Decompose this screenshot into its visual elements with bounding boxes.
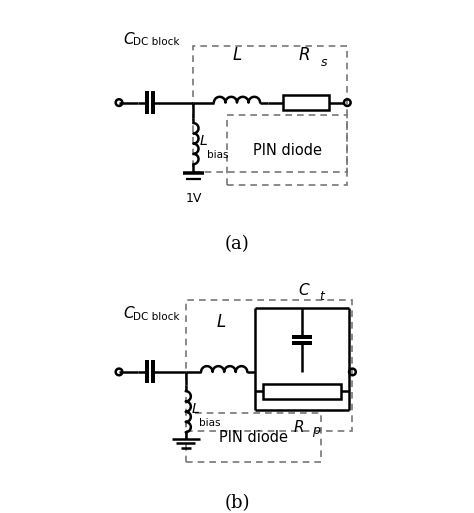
Text: (a): (a) xyxy=(225,234,249,253)
Text: bias: bias xyxy=(199,418,220,428)
Bar xyxy=(227,115,347,185)
Text: DC block: DC block xyxy=(133,311,180,322)
Text: $L$: $L$ xyxy=(217,314,227,331)
Text: bias: bias xyxy=(207,150,228,160)
Text: PIN diode: PIN diode xyxy=(253,143,321,157)
Text: (b): (b) xyxy=(224,494,250,512)
Text: PIN diode: PIN diode xyxy=(219,430,288,445)
Text: $C$: $C$ xyxy=(123,31,136,47)
Text: $L$: $L$ xyxy=(232,47,242,64)
Text: $L$: $L$ xyxy=(191,402,200,416)
Bar xyxy=(186,300,353,431)
Text: 1V: 1V xyxy=(185,192,201,205)
Text: $s$: $s$ xyxy=(320,56,328,69)
Text: DC block: DC block xyxy=(133,37,180,47)
Text: $R$: $R$ xyxy=(298,47,310,64)
Text: $C$: $C$ xyxy=(298,282,311,298)
Text: $t$: $t$ xyxy=(319,290,326,303)
Bar xyxy=(186,413,321,462)
Text: $R$: $R$ xyxy=(292,420,304,436)
Bar xyxy=(283,95,329,110)
Text: $C$: $C$ xyxy=(123,305,136,321)
Bar xyxy=(193,46,347,172)
Text: $L$: $L$ xyxy=(199,134,208,148)
Bar xyxy=(263,384,341,399)
Text: $p$: $p$ xyxy=(312,425,322,439)
